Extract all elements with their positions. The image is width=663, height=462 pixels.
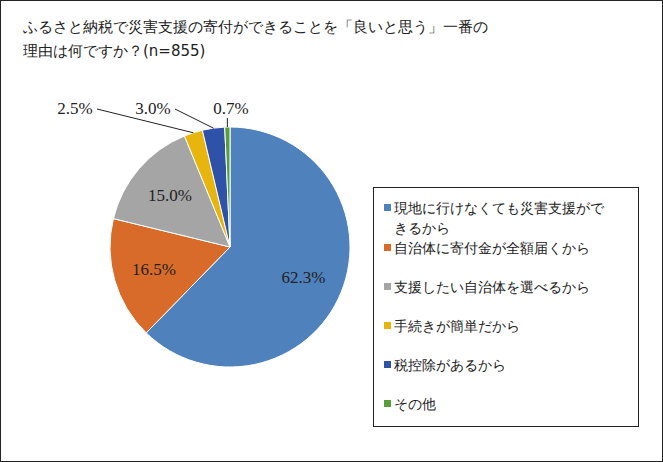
legend-swatch bbox=[384, 283, 391, 290]
chart: 62.3% 16.5% 15.0% 2.5% 3.0% 0.7% bbox=[1, 1, 662, 461]
legend-item: 税控除があるから bbox=[374, 355, 611, 375]
legend-label: 税控除があるから bbox=[394, 357, 506, 373]
data-label: 3.0% bbox=[135, 99, 170, 118]
legend-swatch bbox=[384, 400, 391, 407]
legend-item: その他 bbox=[374, 394, 611, 414]
data-label: 16.5% bbox=[132, 260, 176, 279]
data-label: 2.5% bbox=[57, 99, 92, 118]
legend-item: 自治体に寄付金が全額届くから bbox=[374, 238, 611, 258]
leader-line bbox=[227, 118, 228, 127]
frame: ふるさと納税で災害支援の寄付ができることを「良いと思う」一番の 理由は何ですか？… bbox=[0, 0, 663, 462]
data-label: 15.0% bbox=[148, 186, 192, 205]
data-label: 0.7% bbox=[213, 99, 248, 118]
slice bbox=[202, 127, 230, 247]
legend-label: 手続きが簡単だから bbox=[394, 318, 520, 334]
legend-item: 支援したい自治体を選べるから bbox=[374, 277, 611, 297]
legend-label: 自治体に寄付金が全額届くから bbox=[394, 240, 590, 256]
legend: 現地に行けなくても災害支援ができるから自治体に寄付金が全額届くから支援したい自治… bbox=[373, 187, 639, 427]
title: ふるさと納税で災害支援の寄付ができることを「良いと思う」一番の 理由は何ですか？… bbox=[23, 15, 488, 63]
legend-item: 手続きが簡単だから bbox=[374, 316, 611, 336]
slice bbox=[225, 127, 230, 247]
data-labels: 62.3% 16.5% 15.0% 2.5% 3.0% 0.7% bbox=[57, 99, 325, 287]
legend-label: 支援したい自治体を選べるから bbox=[394, 279, 590, 295]
leader-line bbox=[175, 109, 213, 128]
slices bbox=[110, 127, 350, 367]
legend-label: その他 bbox=[394, 396, 436, 412]
data-label: 62.3% bbox=[281, 268, 325, 287]
legend-swatch bbox=[384, 361, 391, 368]
legend-label: 現地に行けなくても災害支援ができるから bbox=[394, 200, 604, 236]
legend-swatch bbox=[384, 244, 391, 251]
legend-swatch bbox=[384, 204, 391, 211]
legend-swatch bbox=[384, 322, 391, 329]
legend-item: 現地に行けなくても災害支援ができるから bbox=[374, 198, 611, 238]
